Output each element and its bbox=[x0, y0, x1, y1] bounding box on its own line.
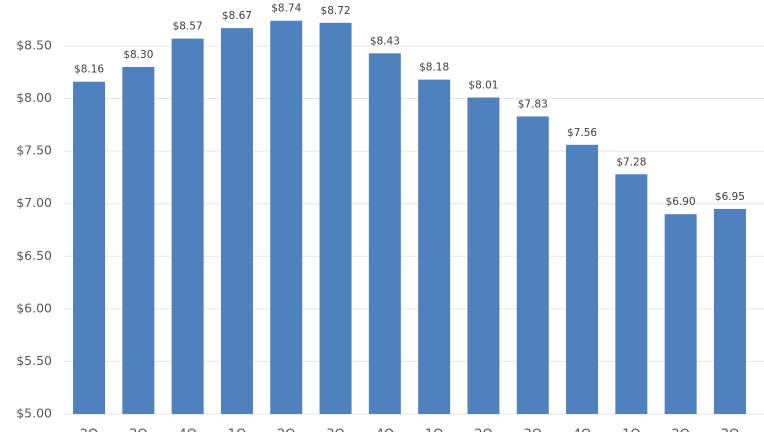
value-label: $6.90 bbox=[666, 196, 696, 208]
value-label: $8.01 bbox=[468, 79, 498, 91]
value-label: $8.43 bbox=[370, 35, 400, 47]
value-label: $8.18 bbox=[419, 62, 449, 74]
value-label: $8.72 bbox=[321, 5, 351, 17]
y-tick-label: $7.00 bbox=[16, 195, 52, 210]
x-tick-label: 3Q bbox=[326, 428, 345, 432]
bar bbox=[516, 116, 549, 414]
value-label: $7.28 bbox=[616, 156, 646, 168]
x-tick-label: 1Q bbox=[622, 428, 641, 432]
bar bbox=[220, 28, 253, 415]
y-tick-label: $6.00 bbox=[16, 300, 52, 315]
value-label: $8.74 bbox=[271, 3, 301, 15]
bar bbox=[270, 20, 303, 414]
bar bbox=[122, 67, 155, 414]
bar bbox=[368, 53, 401, 414]
x-tick-label: 3Q bbox=[721, 428, 740, 432]
bar bbox=[467, 97, 500, 414]
value-label: $7.83 bbox=[518, 98, 548, 110]
value-label: $8.30 bbox=[123, 49, 153, 61]
x-tick-label: 2Q bbox=[277, 428, 296, 432]
x-tick-label: 2Q bbox=[474, 428, 493, 432]
x-tick-label: 4Q bbox=[178, 428, 197, 432]
bar bbox=[664, 214, 697, 414]
x-tick-label: 1Q bbox=[425, 428, 444, 432]
bar bbox=[418, 79, 451, 415]
bar bbox=[73, 81, 106, 414]
value-label: $8.57 bbox=[173, 21, 203, 33]
y-tick-label: $5.00 bbox=[16, 406, 52, 421]
value-label: $7.56 bbox=[567, 127, 597, 139]
x-tick-label: 4Q bbox=[376, 428, 395, 432]
y-tick-label: $8.50 bbox=[16, 37, 52, 52]
bar bbox=[566, 144, 599, 415]
bar bbox=[171, 38, 204, 414]
bar bbox=[713, 208, 746, 414]
y-tick-label: $7.50 bbox=[16, 143, 52, 158]
x-tick-label: 4Q bbox=[573, 428, 592, 432]
x-tick-label: 3Q bbox=[523, 428, 542, 432]
bar bbox=[615, 174, 648, 414]
value-label: $6.95 bbox=[715, 191, 745, 203]
x-tick-label: 3Q bbox=[129, 428, 148, 432]
y-tick-label: $5.50 bbox=[16, 353, 52, 368]
bar bbox=[319, 22, 352, 414]
y-tick-label: $8.00 bbox=[16, 90, 52, 105]
x-tick-label: 2Q bbox=[671, 428, 690, 432]
y-tick-label: $6.50 bbox=[16, 248, 52, 263]
value-label: $8.67 bbox=[222, 10, 252, 22]
value-label: $8.16 bbox=[74, 64, 104, 76]
x-tick-label: 1Q bbox=[228, 428, 247, 432]
x-tick-label: 2Q bbox=[80, 428, 99, 432]
